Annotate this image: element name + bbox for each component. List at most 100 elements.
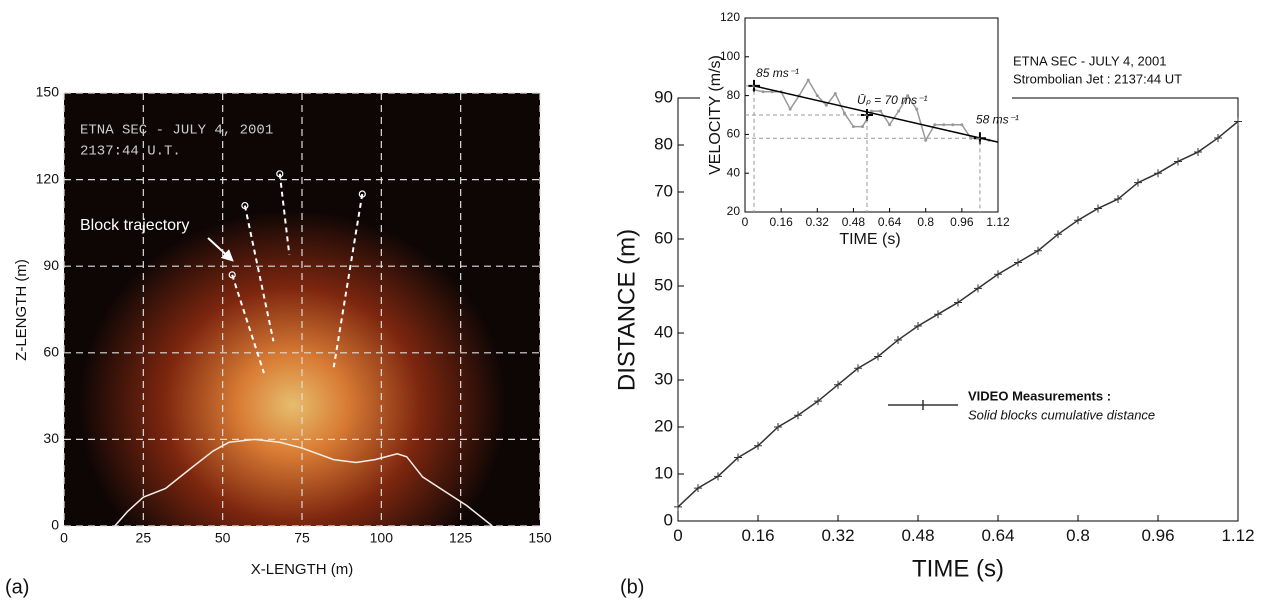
x-axis-label: TIME (s) [912,555,1004,582]
point-marker [228,271,236,279]
y-tick-label: 30 [43,430,59,446]
point-marker [788,107,792,111]
point-marker [1134,178,1142,187]
y-tick-label: 60 [727,127,741,141]
data-line [114,438,493,527]
y-tick-label: 70 [654,181,673,200]
legend-note: Solid blocks cumulative distance [968,407,1155,422]
point-marker [854,364,862,373]
guide-line [745,114,868,212]
y-tick-label: 60 [654,228,673,247]
y-tick-label: 40 [654,322,673,341]
y-axis-label: Z-LENGTH (m) [13,259,30,361]
y-tick-label: 60 [43,344,59,360]
inset: 0 0.16 0.32 0.48 0.64 0.8 0.96 1.12 20 40 60 80 100 1… [720,10,1019,229]
panel-b: 0 0.16 0.32 0.48 0.64 0.8 0.96 1.12 0 10 20 30 40 50 6… [654,87,1254,544]
x-tick-label: 0.48 [842,215,866,229]
overlay-text: ETNA SEC - JULY 4, 2001 [80,123,273,139]
x-tick-label: 0.64 [981,526,1014,545]
x-tick-label: 1.12 [1221,526,1254,545]
legend-label: VIDEO Measurements : [968,388,1111,403]
point-marker [824,103,828,107]
point-marker [934,310,942,319]
point-marker [754,441,762,450]
y-tick-label: 20 [727,204,741,218]
point-marker [974,284,982,293]
x-tick-label: 125 [449,529,473,545]
point-marker [358,190,366,198]
x-tick-label: 50 [215,529,231,545]
point-marker [960,123,964,127]
point-marker [1014,258,1022,267]
x-tick-label: 0.16 [741,526,774,545]
y-tick-label: 30 [654,369,673,388]
legend: VIDEO Measurements : Solid blocks cumula… [888,388,1155,422]
point-marker [933,123,937,127]
guide-line [745,85,755,212]
point-marker [1114,195,1122,204]
x-tick-label: 75 [294,529,310,545]
annotation: Block trajectory [80,217,189,234]
value-label: 58 ms⁻¹ [976,112,1019,126]
point-marker [894,336,902,345]
point-marker [1074,216,1082,225]
x-tick-label: 0.32 [806,215,830,229]
point-marker [1154,169,1162,178]
point-marker [914,321,922,330]
point-marker [870,109,873,113]
point-marker [860,125,864,129]
data-line [278,173,291,255]
point-marker [714,472,722,481]
point-marker [1214,133,1222,142]
x-tick-label: 0 [673,526,682,545]
x-tick-label: 25 [136,529,152,545]
y-tick-label: 120 [720,10,740,24]
point-marker [734,453,742,462]
y-tick-label: 120 [36,170,60,186]
y-tick-label: 80 [727,88,741,102]
value-label: 85 ms⁻¹ [756,66,799,80]
point-marker [874,352,882,361]
x-tick-label: 150 [528,529,552,545]
point-marker [879,109,883,113]
guide-line [745,137,981,212]
point-marker [954,298,962,307]
y-tick-label: 100 [720,49,740,63]
y-axis-label: VELOCITY (m/s) [707,55,724,175]
point-marker [1034,246,1042,255]
x-tick-label: 0.32 [821,526,854,545]
x-tick-label: 0 [742,215,749,229]
panel-label: (a) [5,576,29,598]
y-tick-label: 40 [727,165,741,179]
point-marker [1194,148,1202,157]
point-marker [1054,230,1062,239]
y-tick-label: 0 [51,517,59,533]
x-tick-label: 1.12 [986,215,1010,229]
x-tick-label: 100 [370,529,394,545]
y-tick-label: 20 [654,416,673,435]
point-marker [761,90,765,94]
point-marker [694,484,702,493]
point-marker [814,397,822,406]
x-axis-label: X-LENGTH (m) [251,561,354,578]
y-tick-label: 80 [654,134,673,153]
point-marker [815,94,819,98]
y-tick-label: 10 [654,463,673,482]
annotation-arrow [207,237,234,262]
x-tick-label: 0.8 [917,215,934,229]
point-marker [834,380,842,389]
point-marker [994,270,1002,279]
panel-a: 0 25 50 75 100 125 150 0 30 60 90 120 150 [36,84,552,546]
point-marker [851,125,855,129]
point-marker [806,78,810,82]
value-label: Ūₚ = 70 ms⁻¹ [857,93,928,107]
point-marker [774,423,782,431]
point-marker [1094,204,1102,213]
data-line [332,193,364,368]
point-marker [794,411,802,420]
point-marker [942,123,946,127]
point-marker [276,170,284,178]
point-marker [1234,117,1242,126]
